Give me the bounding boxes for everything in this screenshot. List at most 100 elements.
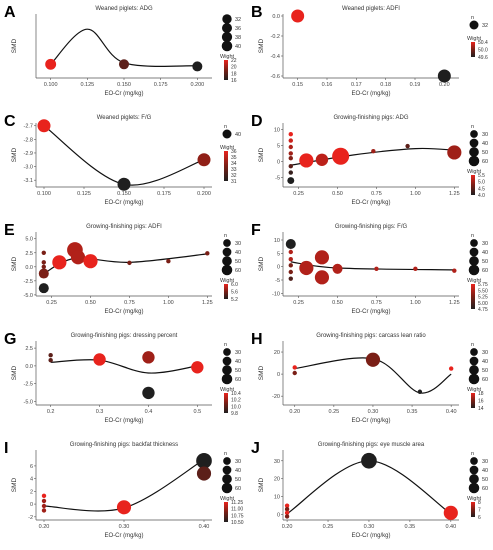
x-tick-label: 0.75 — [371, 191, 382, 197]
x-axis-label: EO-Cr (mg/kg) — [352, 418, 391, 424]
data-point — [448, 366, 454, 371]
legend-weight-label: 11.00 — [231, 507, 243, 513]
y-tick-label: 0.0 — [272, 14, 280, 20]
legend-weight-label: 9.8 — [231, 411, 238, 417]
legend-weight-title: Wight — [467, 169, 482, 175]
legend-size-label: 30 — [482, 459, 488, 465]
legend-size-label: 30 — [235, 350, 241, 356]
legend-weight-label: 16 — [231, 78, 237, 84]
x-tick-label: 0.16 — [322, 82, 333, 88]
legend-weight-label: 6.0 — [231, 282, 238, 288]
x-tick-label: 0.25 — [293, 300, 304, 306]
legend-n-title: n — [224, 233, 227, 239]
panel-title: Growing-finishing pigs: eye muscle area — [318, 442, 425, 448]
x-tick-label: 0.30 — [368, 409, 379, 415]
legend-size-label: 40 — [482, 250, 488, 256]
legend-size-label: 50 — [482, 259, 488, 265]
legend-weight-label: 5.00 — [478, 301, 488, 307]
x-tick-label: 0.40 — [199, 524, 210, 530]
legend-size-dot — [223, 239, 231, 247]
x-tick-label: 1.25 — [449, 191, 460, 197]
data-point — [288, 144, 293, 150]
legend-size-dot — [223, 457, 231, 465]
legend-weight-bar — [224, 393, 228, 413]
legend-size-dot — [469, 247, 479, 257]
legend-weight-label: 10.2 — [231, 398, 241, 404]
x-tick-label: 0.20 — [439, 82, 450, 88]
legend-size-label: 60 — [482, 268, 488, 274]
x-tick-label: 0.3 — [96, 409, 104, 415]
data-point — [417, 389, 423, 394]
legend-size-label: 60 — [482, 377, 488, 383]
data-point — [166, 258, 171, 264]
data-point — [299, 260, 314, 276]
legend-weight-label: 5.50 — [478, 288, 488, 294]
legend-size-label: 30 — [482, 350, 488, 356]
legend-weight-bar — [471, 284, 475, 309]
legend-weight-label: 31 — [231, 179, 237, 185]
y-axis-label: SMD — [11, 477, 18, 492]
x-tick-label: 0.150 — [117, 82, 131, 88]
data-point — [48, 353, 53, 358]
fitted-curve — [43, 125, 205, 186]
data-point — [41, 250, 46, 255]
data-point — [118, 59, 130, 70]
x-tick-label: 0.15 — [292, 82, 303, 88]
legend-size-dot — [221, 22, 233, 34]
legend-weight-label: 5.5 — [478, 173, 485, 179]
y-tick-label: 0 — [277, 372, 280, 378]
legend-size-label: 38 — [235, 35, 241, 41]
data-point — [38, 283, 49, 294]
y-tick-label: -5 — [275, 278, 280, 284]
x-axis-label: EO-Cr (mg/kg) — [105, 418, 144, 424]
legend-n-title: n — [224, 124, 227, 130]
legend-size-dot — [222, 14, 232, 24]
data-point — [288, 132, 293, 137]
data-point — [117, 177, 131, 191]
x-tick-label: 0.30 — [364, 524, 375, 530]
legend-weight-label: 36 — [231, 149, 237, 155]
legend-size-dot — [469, 20, 479, 30]
data-point — [332, 263, 343, 274]
data-point — [288, 269, 293, 275]
data-point — [374, 266, 379, 271]
y-axis-label: SMD — [11, 256, 18, 271]
x-tick-label: 0.18 — [380, 82, 391, 88]
legend-size-label: 60 — [235, 486, 241, 492]
legend-weight-bar — [471, 42, 475, 57]
legend-size-dot — [221, 482, 233, 494]
legend-weight-bar — [471, 393, 475, 408]
x-tick-label: 1.00 — [163, 300, 174, 306]
y-tick-label: -2 — [28, 515, 33, 521]
data-point — [38, 268, 49, 279]
legend-size-label: 30 — [482, 241, 488, 247]
legend-size-dot — [469, 147, 479, 157]
legend-weight-bar — [224, 60, 228, 80]
data-point — [288, 263, 293, 268]
data-point — [437, 69, 451, 83]
y-tick-label: 0 — [277, 265, 280, 271]
legend-weight-label: 5.75 — [478, 282, 488, 288]
legend-n-title: n — [224, 342, 227, 348]
y-tick-label: -3.1 — [24, 178, 33, 184]
x-tick-label: 0.20 — [282, 524, 293, 530]
data-point — [288, 164, 293, 169]
y-axis-label: SMD — [11, 147, 18, 162]
data-point — [314, 270, 330, 285]
panel-title: Growing-finishing pigs: ADFI — [86, 224, 162, 230]
panel-title: Weaned piglets: ADFI — [342, 6, 400, 12]
panel-letter: F — [251, 222, 261, 239]
legend-size-label: 30 — [482, 132, 488, 138]
data-point — [332, 147, 350, 165]
legend-size-dot — [222, 474, 232, 484]
x-tick-label: 1.25 — [449, 300, 460, 306]
x-tick-label: 0.25 — [46, 300, 57, 306]
x-tick-label: 0.19 — [410, 82, 421, 88]
x-axis-label: EO-Cr (mg/kg) — [105, 309, 144, 315]
data-point — [192, 61, 203, 72]
y-tick-label: -0.2 — [271, 34, 280, 40]
legend-n-title: n — [471, 15, 474, 21]
x-tick-label: 0.25 — [328, 409, 339, 415]
y-tick-label: -5.0 — [24, 293, 33, 299]
y-tick-label: 20 — [274, 477, 280, 483]
